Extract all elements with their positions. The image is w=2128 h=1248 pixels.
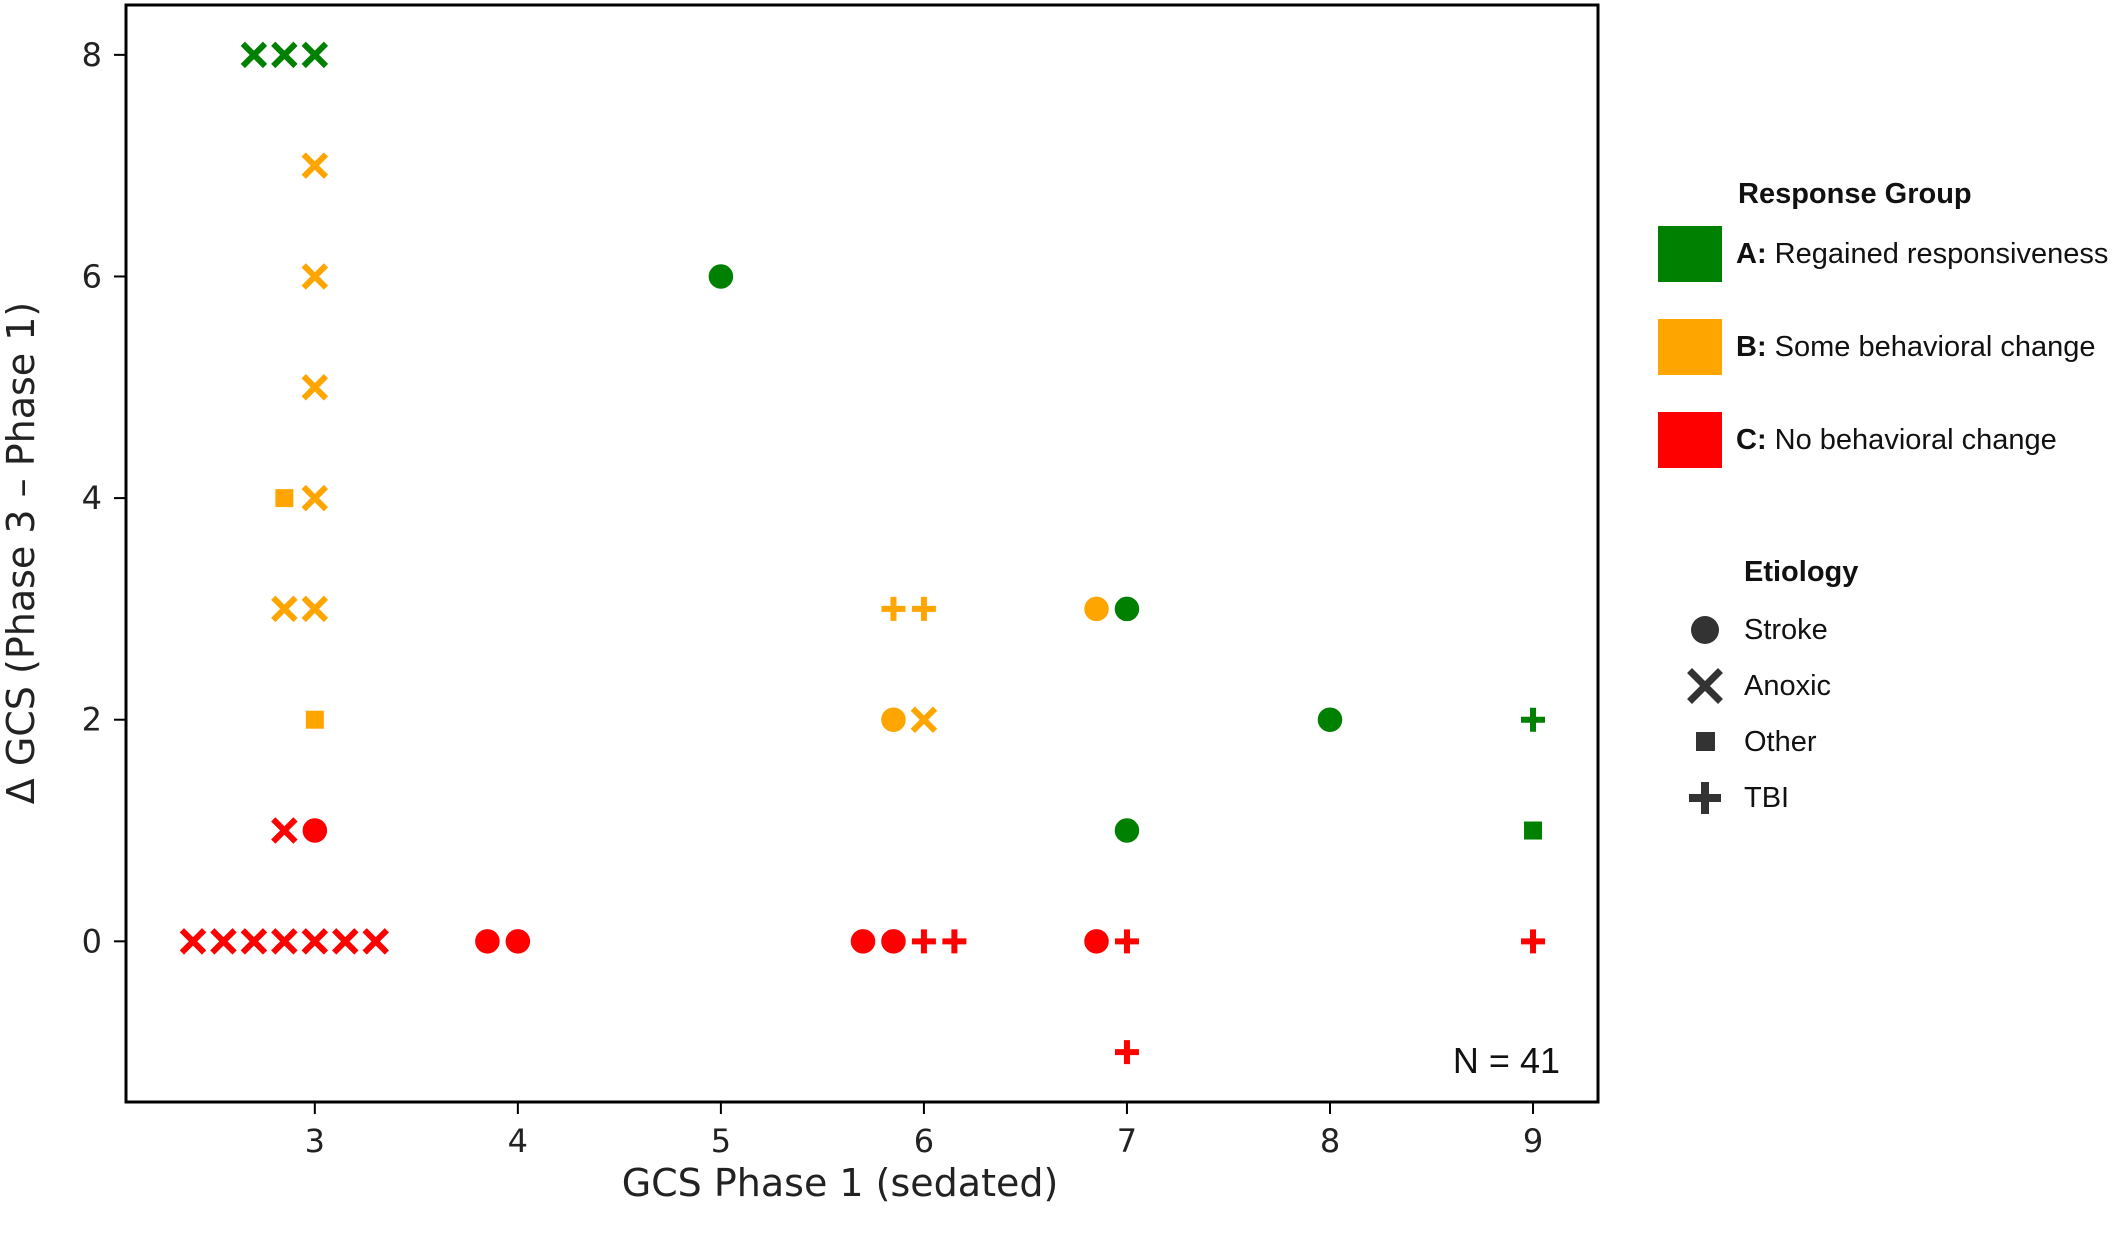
x-tick-label: 9 xyxy=(1523,1122,1543,1160)
data-point-x xyxy=(240,41,268,69)
data-point-plus xyxy=(1521,707,1546,732)
data-point-x xyxy=(240,928,268,955)
response-legend-title: Response Group xyxy=(1738,178,1972,210)
data-point-x xyxy=(271,41,298,69)
y-tick-label: 8 xyxy=(82,36,102,74)
data-point-circle xyxy=(707,262,735,291)
data-point-circle xyxy=(473,927,502,956)
data-points xyxy=(179,41,1546,1065)
x-icon xyxy=(1687,668,1723,704)
legend-entry-stroke: Stroke xyxy=(1686,611,1828,649)
y-tick-label: 2 xyxy=(82,701,102,739)
legend-label-other: Other xyxy=(1744,725,1817,758)
response-group-legend: Response Group A: Regained responsivenes… xyxy=(1658,178,2128,478)
data-point-circle xyxy=(879,705,908,734)
y-tick-label: 6 xyxy=(82,257,102,295)
square-icon xyxy=(1696,732,1715,751)
data-point-x xyxy=(210,928,237,955)
sample-size-annotation: N = 41 xyxy=(1453,1040,1560,1081)
data-point-plus xyxy=(911,929,936,954)
legend-label-b: Some behavioral change xyxy=(1774,330,2096,363)
data-point-circle xyxy=(301,816,329,845)
legend-entry-other: Other xyxy=(1686,723,1817,761)
data-point-x xyxy=(179,928,207,955)
legend-swatch-a xyxy=(1658,226,1722,282)
data-point-x xyxy=(301,374,329,401)
data-point-x xyxy=(271,817,298,844)
data-point-circle xyxy=(1113,595,1141,623)
y-tick-label: 0 xyxy=(82,922,102,960)
data-point-plus xyxy=(1521,929,1546,954)
legend-entry-tbi: TBI xyxy=(1686,779,1789,817)
data-point-x xyxy=(301,152,329,179)
x-tick-label: 3 xyxy=(305,1122,325,1160)
data-point-plus xyxy=(911,596,936,621)
etiology-legend: Etiology Stroke Anoxic Other TBI xyxy=(1686,556,1986,826)
data-point-x xyxy=(301,484,329,512)
data-point-plus xyxy=(1114,1040,1139,1065)
data-point-square xyxy=(275,489,294,508)
data-point-x xyxy=(301,263,329,290)
x-tick-label: 8 xyxy=(1320,1122,1340,1160)
legend-label-a: Regained responsiveness xyxy=(1774,237,2109,270)
legend-label-c: No behavioral change xyxy=(1774,423,2057,456)
x-tick-label: 7 xyxy=(1117,1122,1137,1160)
data-point-plus xyxy=(942,929,967,954)
legend-label-anoxic: Anoxic xyxy=(1744,669,1832,702)
x-tick-label: 4 xyxy=(508,1122,528,1160)
data-point-circle xyxy=(1082,927,1111,956)
legend-entry-c: C: No behavioral change xyxy=(1658,412,2057,468)
data-point-x xyxy=(362,928,389,955)
data-point-circle xyxy=(1082,595,1111,623)
legend-letter-b: B: xyxy=(1736,330,1767,363)
y-axis-label: Δ GCS (Phase 3 – Phase 1) xyxy=(0,302,43,805)
etiology-legend-title: Etiology xyxy=(1744,556,1859,588)
legend-entry-anoxic: Anoxic xyxy=(1686,667,1831,705)
data-point-circle xyxy=(504,927,532,956)
data-point-circle xyxy=(849,927,877,956)
legend-entry-a: A: Regained responsiveness xyxy=(1658,226,2108,282)
data-point-x xyxy=(332,928,359,955)
circle-icon xyxy=(1691,616,1719,644)
legend-entry-b: B: Some behavioral change xyxy=(1658,319,2096,375)
y-axis-ticks: 0 2 4 6 8 xyxy=(82,36,126,960)
data-point-x xyxy=(271,928,298,955)
data-point-circle xyxy=(1113,816,1141,845)
x-tick-label: 5 xyxy=(711,1122,731,1160)
plot-area xyxy=(124,3,1600,1104)
data-point-x xyxy=(910,706,938,733)
legend-label-tbi: TBI xyxy=(1744,781,1790,814)
x-axis-ticks: 3 4 5 6 7 8 9 xyxy=(305,1102,1543,1160)
plus-icon xyxy=(1689,782,1721,814)
data-point-x xyxy=(301,928,329,955)
legend-label-stroke: Stroke xyxy=(1744,613,1828,646)
data-point-x xyxy=(301,595,329,623)
data-point-circle xyxy=(879,927,908,956)
data-point-plus xyxy=(1114,929,1139,954)
data-point-plus xyxy=(881,596,906,621)
legend-letter-c: C: xyxy=(1736,423,1767,456)
legend-letter-a: A: xyxy=(1736,237,1767,270)
y-tick-label: 4 xyxy=(82,479,102,517)
x-tick-label: 6 xyxy=(914,1122,934,1160)
data-point-circle xyxy=(1316,705,1344,734)
legend-swatch-c xyxy=(1658,412,1722,468)
data-point-x xyxy=(301,41,329,69)
data-point-x xyxy=(271,595,298,623)
legend-swatch-b xyxy=(1658,319,1722,375)
data-point-square xyxy=(1524,821,1543,840)
x-axis-label: GCS Phase 1 (sedated) xyxy=(622,1161,1059,1205)
data-point-square xyxy=(305,710,324,729)
